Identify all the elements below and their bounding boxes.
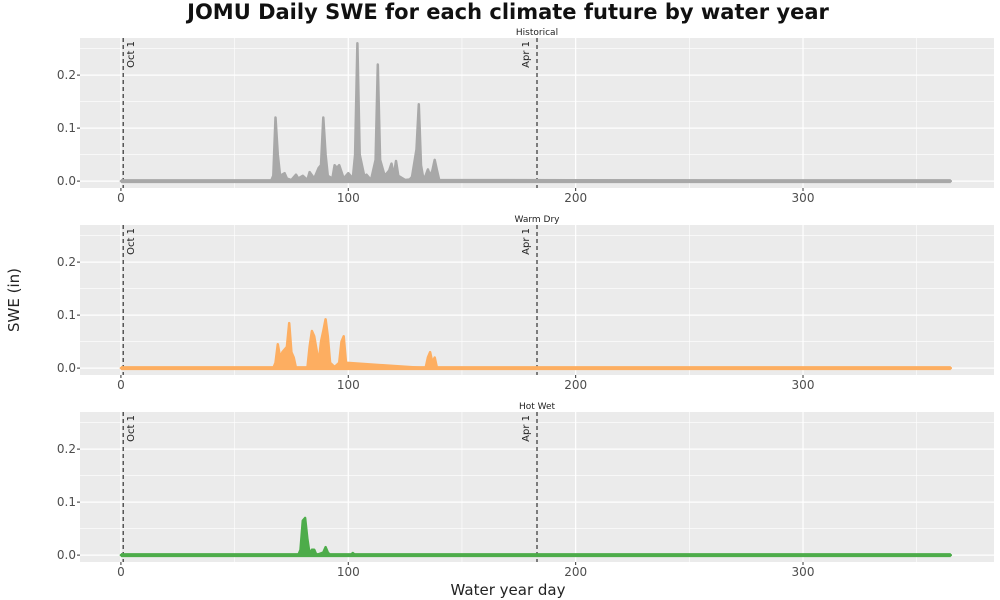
reference-line-label: Oct 1 bbox=[126, 228, 137, 255]
reference-line-label: Oct 1 bbox=[126, 415, 137, 442]
x-tick-label: 100 bbox=[337, 378, 360, 392]
y-tick-label: 0.2 bbox=[57, 255, 76, 269]
x-tick-label: 300 bbox=[792, 191, 815, 205]
swe-series-area bbox=[119, 42, 953, 183]
reference-line-label: Apr 1 bbox=[521, 228, 532, 255]
facet-strip-label: Historical bbox=[516, 28, 558, 38]
x-tick-label: 100 bbox=[337, 565, 360, 579]
y-tick-label: 0.2 bbox=[57, 68, 76, 82]
x-axis-label: Water year day bbox=[450, 581, 566, 599]
x-tick-label: 0 bbox=[117, 565, 125, 579]
x-tick-label: 300 bbox=[792, 565, 815, 579]
y-tick-label: 0.0 bbox=[57, 174, 76, 188]
x-tick-label: 200 bbox=[564, 378, 587, 392]
y-tick-label: 0.0 bbox=[57, 548, 76, 562]
facet-panel-0: Historical 0 100 200 300 0.0 0.1 0.2 Oct 1 Apr 1 bbox=[57, 28, 994, 205]
facet-strip-label: Hot Wet bbox=[519, 402, 556, 412]
facet-panel-1: Warm Dry 0 100 200 300 0.0 0.1 0.2 Oct 1 Apr 1 bbox=[57, 215, 994, 392]
x-tick-label: 100 bbox=[337, 191, 360, 205]
y-tick-label: 0.1 bbox=[57, 495, 76, 509]
y-tick-label: 0.1 bbox=[57, 121, 76, 135]
facet-panel-2: Hot Wet 0 100 200 300 0.0 0.1 0.2 Oct 1 Apr 1 bbox=[57, 402, 994, 579]
swe-series-area bbox=[119, 318, 953, 370]
x-tick-label: 0 bbox=[117, 191, 125, 205]
reference-line-label: Apr 1 bbox=[521, 415, 532, 442]
x-tick-label: 200 bbox=[564, 565, 587, 579]
y-tick-label: 0.2 bbox=[57, 442, 76, 456]
x-tick-label: 0 bbox=[117, 378, 125, 392]
x-tick-label: 200 bbox=[564, 191, 587, 205]
facet-strip-label: Warm Dry bbox=[515, 215, 561, 225]
y-tick-label: 0.1 bbox=[57, 308, 76, 322]
y-tick-label: 0.0 bbox=[57, 361, 76, 375]
reference-line-label: Oct 1 bbox=[126, 41, 137, 68]
chart-title: JOMU Daily SWE for each climate future b… bbox=[187, 0, 829, 24]
reference-line-label: Apr 1 bbox=[521, 41, 532, 68]
x-tick-label: 300 bbox=[792, 378, 815, 392]
